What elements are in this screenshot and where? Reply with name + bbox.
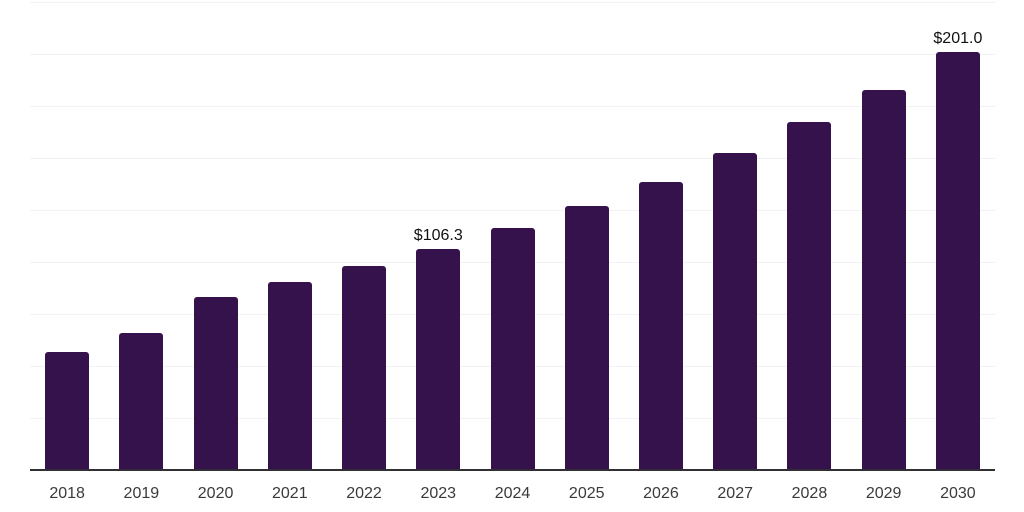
x-tick-label-2026: 2026 (643, 485, 679, 502)
bar-2023 (416, 248, 461, 470)
x-tick-label-2029: 2029 (865, 485, 902, 502)
gridline-200 (30, 54, 995, 55)
bar-2021 (267, 282, 312, 470)
x-tick-label-2020: 2020 (197, 485, 234, 502)
bar-2020 (193, 296, 238, 470)
bar-2024 (490, 228, 535, 470)
bar-2026 (638, 181, 683, 470)
bar-2022 (342, 265, 387, 470)
x-tick-label-2018: 2018 (49, 485, 85, 502)
bar-2018 (45, 352, 90, 470)
x-tick-label-2019: 2019 (123, 485, 160, 502)
x-tick-label-2030: 2030 (940, 485, 976, 502)
x-tick-label-2021: 2021 (272, 485, 308, 502)
plot-area: $106.3 $201.0 (30, 2, 995, 471)
bar-2030 (935, 51, 980, 470)
bar-2027 (713, 153, 758, 470)
x-tick-label-2023: 2023 (420, 485, 457, 502)
gridline-125 (30, 210, 995, 211)
x-tick-label-2024: 2024 (494, 485, 531, 502)
bar-2028 (787, 122, 832, 470)
gridline-175 (30, 106, 995, 107)
data-label-2030: $201.0 (933, 29, 983, 47)
x-tick-label-2027: 2027 (717, 485, 753, 502)
gridline-225 (30, 2, 995, 3)
x-tick-label-2028: 2028 (791, 485, 828, 502)
x-tick-label-2025: 2025 (568, 485, 605, 502)
gridline-150 (30, 158, 995, 159)
x-tick-label-2022: 2022 (346, 485, 382, 502)
x-axis-line (30, 469, 995, 471)
bar-2019 (119, 332, 164, 470)
bar-2029 (861, 90, 906, 470)
data-label-2023: $106.3 (413, 226, 463, 244)
bar-2025 (564, 206, 609, 470)
